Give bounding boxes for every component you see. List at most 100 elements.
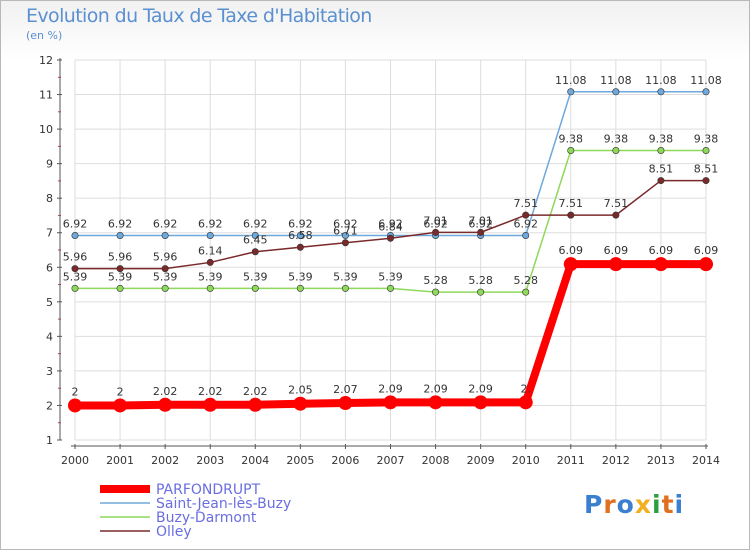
data-label: 6.92: [288, 217, 313, 230]
data-point: [116, 265, 124, 273]
data-point: [608, 257, 623, 272]
x-tick-label: 2008: [422, 454, 450, 467]
data-point: [341, 239, 349, 247]
data-label: 6.92: [108, 217, 133, 230]
data-point: [657, 88, 665, 96]
y-tick-label: 4: [46, 330, 53, 343]
data-label: 5.39: [333, 270, 358, 283]
data-point: [522, 211, 530, 219]
data-label: 5.39: [153, 270, 178, 283]
y-tick-label: 9: [46, 158, 53, 171]
data-label: 7.51: [559, 197, 584, 210]
data-point: [113, 398, 128, 413]
y-tick-label: 6: [46, 261, 53, 274]
y-tick-label: 10: [39, 123, 53, 136]
data-label: 2: [72, 385, 79, 398]
logo-letter: t: [661, 490, 675, 519]
data-point: [203, 397, 218, 412]
data-label: 2.02: [243, 385, 268, 398]
x-tick-label: 2002: [151, 454, 179, 467]
data-label: 9.38: [694, 133, 719, 146]
x-tick-label: 2000: [61, 454, 89, 467]
data-label: 5.96: [108, 251, 133, 264]
data-point: [341, 231, 349, 239]
logo-letter: r: [603, 490, 617, 519]
data-point: [702, 147, 710, 155]
data-label: 2.07: [333, 383, 358, 396]
data-label: 6.14: [198, 244, 223, 257]
data-point: [386, 234, 394, 242]
data-labels: 6.92 6.92 6.92 6.92 6.92 6.92 6.92 6.92 6.92 6.92…: [63, 74, 722, 399]
data-point: [68, 398, 82, 413]
y-tick-label: 11: [39, 89, 53, 102]
data-label: 5.39: [243, 270, 268, 283]
x-tick-label: 2009: [467, 454, 495, 467]
data-point: [161, 231, 169, 239]
data-point: [518, 395, 533, 410]
chart-title: Evolution du Taux de Taxe d'Habitation: [26, 5, 372, 27]
data-label: 5.28: [468, 274, 493, 287]
data-label: 9.38: [559, 133, 584, 146]
legend-label: Buzy-Darmont: [156, 510, 257, 526]
x-tick-label: 2013: [647, 454, 675, 467]
data-label: 6.45: [243, 234, 268, 247]
data-point: [341, 284, 349, 292]
data-label: 5.39: [63, 270, 88, 283]
data-point: [251, 231, 259, 239]
data-point: [158, 397, 173, 412]
data-point: [116, 284, 124, 292]
x-tick-label: 2012: [602, 454, 630, 467]
data-point: [522, 288, 530, 296]
data-label: 5.39: [198, 270, 223, 283]
data-point: [71, 265, 79, 273]
data-label: 6.92: [153, 217, 178, 230]
data-point: [161, 284, 169, 292]
y-tick-label: 8: [46, 192, 53, 205]
data-label: 5.28: [423, 274, 448, 287]
data-label: 11.08: [645, 74, 677, 87]
data-point: [567, 147, 575, 155]
y-tick-label: 7: [46, 227, 53, 240]
data-label: 2.09: [468, 382, 493, 395]
data-label: 9.38: [649, 133, 674, 146]
data-label: 7.01: [468, 214, 493, 227]
logo-letter: P: [584, 490, 604, 519]
x-tick-label: 2007: [377, 454, 405, 467]
legend: PARFONDRUPTSaint-Jean-lès-BuzyBuzy-Darmo…: [100, 482, 291, 540]
data-point: [116, 231, 124, 239]
x-tick-label: 2005: [286, 454, 314, 467]
data-point: [432, 288, 440, 296]
logo-letter: i: [652, 490, 662, 519]
logo-letter: i: [674, 490, 685, 519]
data-point: [296, 284, 304, 292]
x-tick-label: 2001: [106, 454, 134, 467]
data-point: [161, 265, 169, 273]
data-label: 6.09: [559, 244, 584, 257]
data-point: [296, 231, 304, 239]
data-label: 6.92: [243, 217, 268, 230]
data-label: 6.09: [604, 244, 629, 257]
logo-letter: o: [616, 490, 635, 519]
y-tick-label: 12: [39, 54, 53, 67]
y-tick-label: 3: [46, 365, 53, 378]
data-point: [473, 395, 488, 410]
data-point: [71, 284, 79, 292]
data-label: 2.05: [288, 384, 313, 397]
data-label: 2: [117, 385, 124, 398]
data-label: 6.58: [288, 229, 313, 242]
data-label: 5.39: [378, 270, 403, 283]
data-point: [338, 396, 353, 411]
data-point: [71, 231, 79, 239]
data-point: [296, 243, 304, 251]
y-tick-label: 5: [46, 296, 53, 309]
data-label: 2.: [520, 382, 531, 395]
legend-label: Saint-Jean-lès-Buzy: [156, 496, 291, 512]
chart-subtitle: (en %): [26, 29, 63, 42]
data-label: 6.09: [649, 244, 674, 257]
data-point: [293, 396, 308, 411]
data-point: [612, 211, 620, 219]
data-point: [657, 177, 665, 185]
data-label: 6.71: [333, 225, 358, 238]
x-tick-label: 2004: [241, 454, 269, 467]
